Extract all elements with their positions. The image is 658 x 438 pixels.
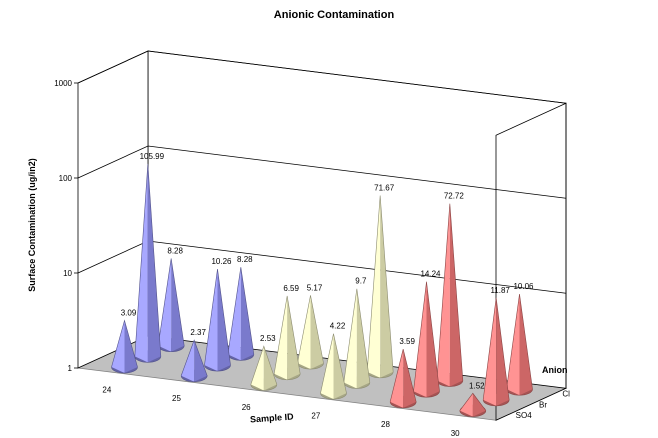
cone-face-right — [194, 340, 208, 382]
cone — [413, 281, 440, 398]
cone — [297, 295, 324, 370]
cone-face-left — [111, 320, 125, 374]
cone-face-left — [390, 349, 404, 408]
data-label: 5.17 — [307, 283, 323, 292]
z-tick-label: Cl — [562, 390, 570, 399]
tick-labels: 1 10 100 1000 24 25 26 27 28 30 Cl Br SO4 — [54, 79, 570, 438]
data-label: 2.37 — [190, 328, 206, 337]
data-label: 14.24 — [420, 270, 441, 279]
x-tick-label: 28 — [381, 420, 390, 429]
cone — [506, 293, 533, 396]
data-label: 11.87 — [490, 286, 510, 295]
cone-outline — [482, 297, 510, 407]
cone-face-right — [124, 320, 138, 374]
cone-outline — [180, 339, 208, 383]
cone-outline — [343, 288, 371, 389]
cone — [204, 268, 231, 372]
data-label: 9.7 — [355, 277, 367, 286]
z-tick-label: SO4 — [516, 411, 533, 420]
data-label: 72.72 — [444, 192, 465, 201]
data-label: 105.99 — [140, 152, 165, 161]
cone-outline — [134, 163, 162, 363]
x-tick-label: 27 — [311, 411, 320, 420]
cone — [389, 349, 417, 409]
cone — [366, 195, 394, 379]
data-label: 10.26 — [211, 257, 232, 266]
x-axis-title: Sample ID — [250, 411, 295, 424]
data-label: 2.53 — [260, 334, 276, 343]
data-label: 4.22 — [330, 322, 346, 331]
chart-title: Anionic Contamination — [274, 9, 395, 21]
data-label: 10.06 — [513, 282, 534, 291]
cone-outline — [204, 268, 231, 372]
cone — [111, 319, 138, 374]
data-label: 8.28 — [237, 255, 253, 264]
cone-outline — [389, 349, 417, 409]
cone — [134, 163, 162, 363]
y-tick-label: 1 — [68, 364, 73, 373]
y-axis-title: Surface Contamination (ug/in2) — [27, 158, 37, 292]
cone-face-right — [333, 333, 347, 400]
y-tick-label: 1000 — [54, 79, 72, 88]
x-tick-label: 26 — [242, 403, 251, 412]
cone — [273, 295, 301, 381]
cone-face-right — [403, 349, 417, 408]
cone — [320, 333, 347, 400]
data-labels: 8.28 8.28 5.17 71.67 72.72 10.06 105.99 10.26 6.… — [121, 152, 534, 390]
cone-outline — [111, 319, 138, 374]
data-label: 71.67 — [374, 184, 395, 193]
cone-outline — [413, 281, 440, 398]
cone-outline — [250, 345, 278, 391]
cone — [459, 392, 487, 417]
cone-face-left — [459, 393, 473, 417]
data-label: 6.59 — [283, 284, 299, 293]
cone-face-left — [320, 333, 334, 400]
z-axis-title: Anion — [542, 365, 568, 375]
y-tick-label: 10 — [63, 269, 72, 278]
data-label: 8.28 — [167, 246, 183, 255]
x-tick-label: 25 — [172, 394, 181, 403]
gridline — [77, 145, 567, 199]
cone-face-right — [472, 393, 486, 417]
x-tick-label: 30 — [451, 429, 460, 438]
cone — [250, 345, 278, 391]
cone-face-left — [250, 346, 264, 391]
cone — [180, 339, 208, 383]
cone-face-right — [263, 346, 277, 391]
cones — [111, 163, 533, 417]
cone-outline — [459, 392, 487, 417]
data-label: 3.09 — [121, 308, 137, 317]
cone-outline — [273, 295, 301, 381]
cone — [343, 288, 371, 389]
y-tick-label: 100 — [59, 174, 73, 183]
data-label: 1.52 — [469, 381, 485, 390]
x-tick-label: 24 — [102, 385, 111, 394]
cone — [482, 297, 510, 407]
z-tick-label: Br — [539, 400, 547, 409]
cone-outline — [320, 333, 347, 400]
data-label: 3.59 — [399, 337, 415, 346]
gridline — [77, 50, 567, 104]
cone-face-left — [181, 340, 195, 382]
